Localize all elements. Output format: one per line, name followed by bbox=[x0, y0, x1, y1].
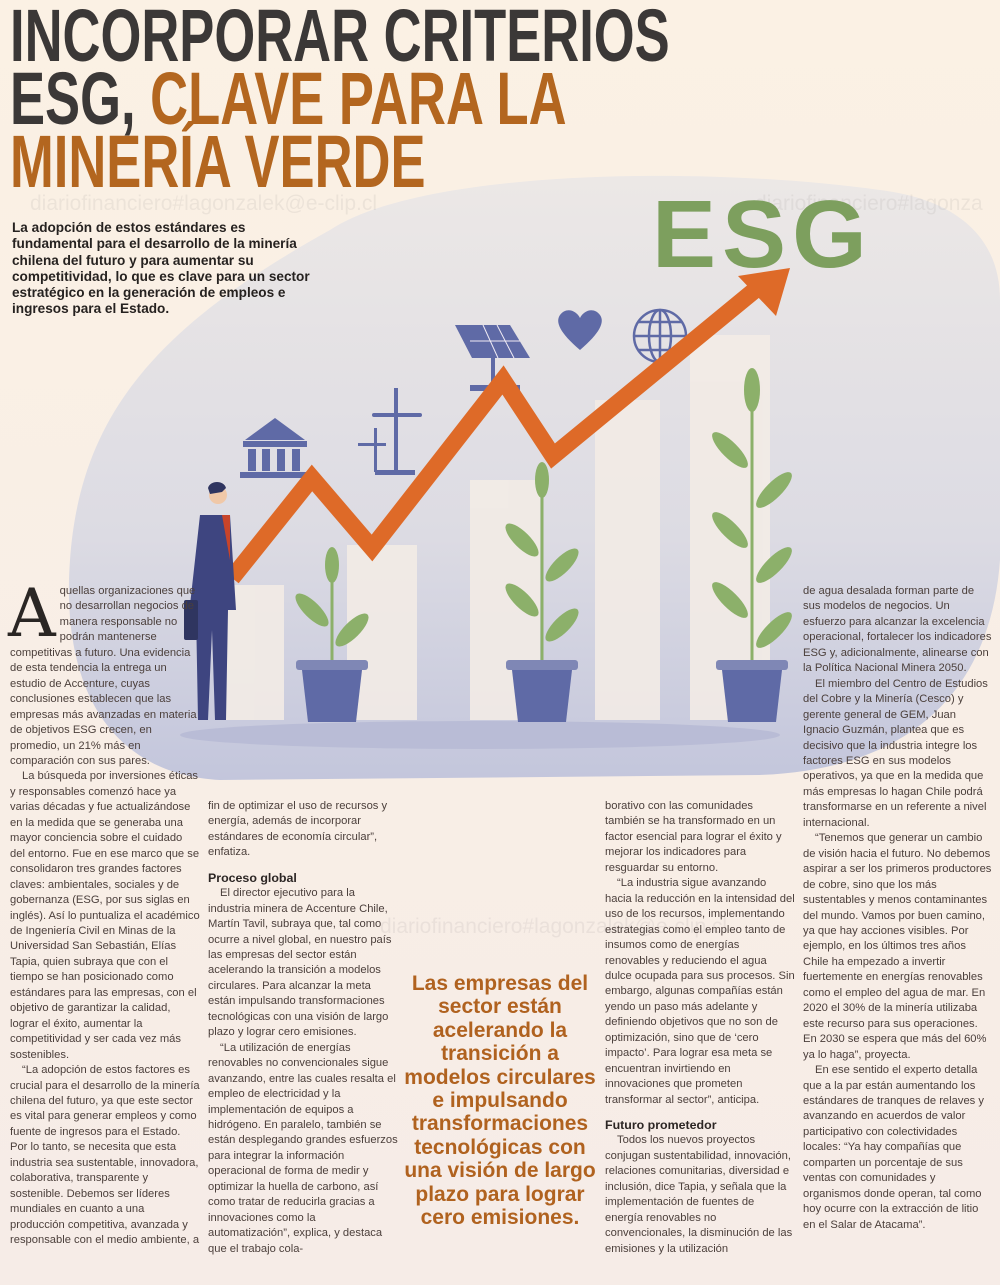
paragraph: Todos los nuevos proyectos conjugan sust… bbox=[605, 1134, 793, 1255]
column-3: borativo con las comunidades también se … bbox=[605, 799, 795, 1257]
watermark-top: diariofinanciero#lagonzalek@e-clip.cl bbox=[30, 192, 378, 215]
ground-shadow bbox=[180, 721, 780, 749]
heart-icon bbox=[558, 310, 602, 350]
paragraph: fin de optimizar el uso de recursos y en… bbox=[208, 800, 388, 859]
column-2: fin de optimizar el uso de recursos y en… bbox=[208, 799, 398, 1257]
subheading-futuro-prometedor: Futuro prometedor bbox=[605, 1118, 717, 1133]
paragraph: “La adopción de estos factores es crucia… bbox=[10, 1064, 200, 1247]
pull-quote: Las empresas del sector están acelerando… bbox=[404, 972, 596, 1230]
paragraph: “La industria sigue avanzando hacia la r… bbox=[605, 877, 795, 1106]
paragraph: La búsqueda por inversiones éticas y res… bbox=[10, 770, 200, 1061]
watermark-middle: diariofinanciero#lagonzalek@e-clip.cl bbox=[380, 915, 728, 938]
paragraph: de agua desalada forman parte de sus mod… bbox=[803, 585, 992, 675]
headline-esg: ESG, bbox=[10, 57, 151, 140]
column-4: de agua desalada forman parte de sus mod… bbox=[803, 584, 993, 1233]
watermark-right: diariofinanciero#lagonza bbox=[755, 192, 983, 215]
headline-line-2: ESG, CLAVE PARA LA bbox=[10, 62, 670, 136]
bank-icon bbox=[240, 418, 312, 478]
growth-arrow bbox=[225, 268, 790, 584]
paragraph: El director ejecutivo para la industria … bbox=[208, 887, 392, 1039]
paragraph: En ese sentido el experto detalla que a … bbox=[803, 1064, 984, 1231]
headline: INCORPORAR CRITERIOS ESG, CLAVE PARA LA … bbox=[10, 0, 939, 203]
headline-line-3: MINERÍA VERDE bbox=[10, 120, 426, 203]
subheading-proceso-global: Proceso global bbox=[208, 870, 297, 885]
plant-pot-large bbox=[712, 368, 792, 722]
esg-logo-text: ESG bbox=[652, 181, 873, 288]
headline-accent: CLAVE PARA LA bbox=[150, 57, 567, 140]
paragraph: “La utilización de energías renovables n… bbox=[208, 1041, 398, 1255]
paragraph: El miembro del Centro de Estudios del Co… bbox=[803, 677, 988, 829]
drop-cap: A bbox=[8, 575, 56, 652]
intro-deck: La adopción de estos estándares es funda… bbox=[12, 220, 310, 317]
plant-pot-small bbox=[295, 547, 369, 722]
paragraph: borativo con las comunidades también se … bbox=[605, 800, 782, 874]
plant-pot-medium bbox=[505, 462, 579, 722]
businessman bbox=[184, 482, 236, 720]
paragraph-text: quellas organizaciones que no desarrolla… bbox=[10, 585, 197, 767]
headline-line-1: INCORPORAR CRITERIOS bbox=[10, 0, 670, 77]
paragraph: “Tenemos que generar un cambio de visión… bbox=[803, 832, 992, 1061]
wind-turbine-icon bbox=[358, 388, 422, 475]
